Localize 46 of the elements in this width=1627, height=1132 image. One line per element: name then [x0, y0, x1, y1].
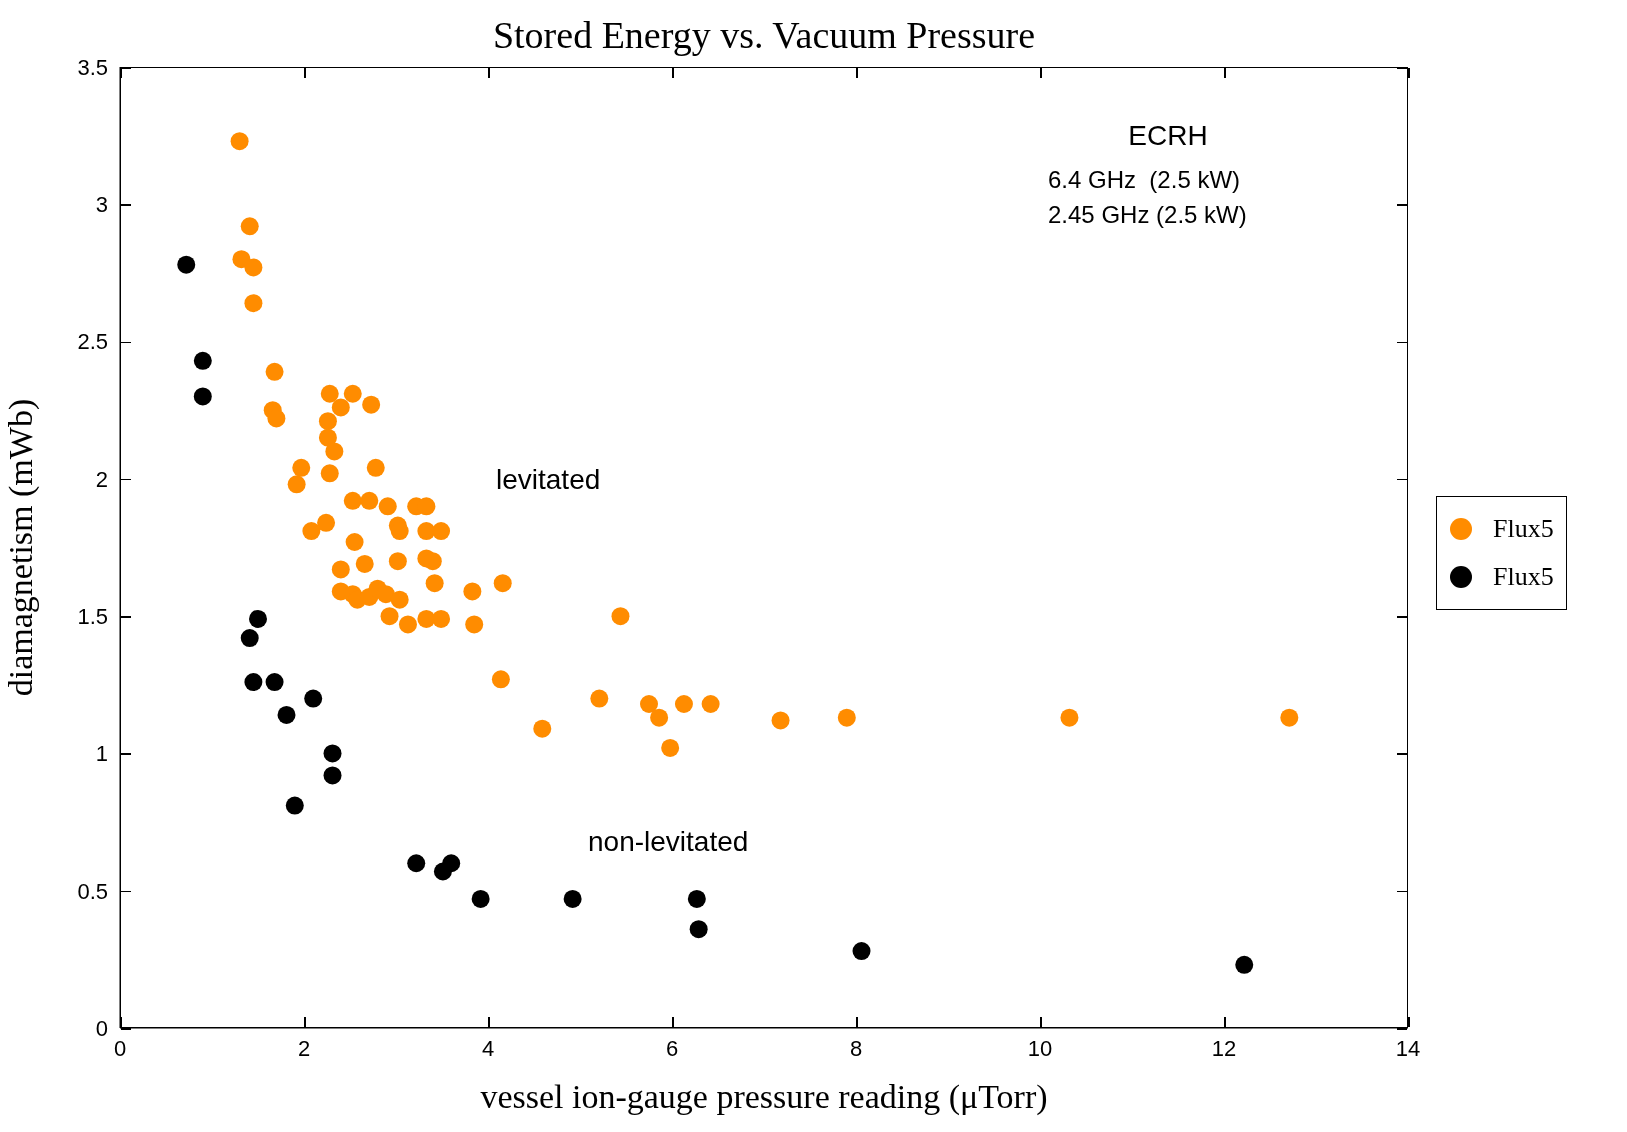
annotation: non-levitated: [588, 826, 749, 858]
point: [689, 920, 708, 939]
annotation: 2.45 GHz (2.5 kW): [1048, 201, 1247, 229]
y-tick-label: 3.5: [77, 54, 108, 80]
y-tick-label: 0: [95, 1015, 108, 1041]
point: [265, 673, 284, 692]
point: [442, 854, 461, 873]
point: [471, 889, 490, 908]
point: [1235, 955, 1254, 974]
point: [285, 796, 304, 815]
x-axis-title: vessel ion-gauge pressure reading (μTorr): [480, 1078, 1048, 1116]
point: [193, 387, 212, 406]
point: [304, 689, 323, 708]
point: [277, 705, 296, 724]
annotation: ECRH: [1127, 120, 1209, 152]
point: [177, 255, 196, 274]
y-tick-label: 0.5: [77, 878, 108, 904]
point: [852, 942, 871, 961]
x-tick-label: 0: [113, 1035, 127, 1061]
y-tick-label: 2.5: [77, 329, 108, 355]
x-tick-label: 8: [849, 1035, 863, 1061]
legend-label: Flux5: [1493, 561, 1554, 592]
y-axis-title: diamagnetism (mWb): [2, 398, 41, 697]
point: [240, 629, 259, 648]
point: [193, 351, 212, 370]
legend-label: Flux5: [1493, 513, 1554, 544]
point: [323, 766, 342, 785]
chart-title: Stored Energy vs. Vacuum Pressure: [492, 14, 1036, 56]
x-tick-label: 10: [1027, 1035, 1053, 1061]
x-tick-label: 14: [1395, 1035, 1421, 1061]
point: [249, 609, 267, 628]
y-tick-label: 1: [95, 741, 108, 767]
x-tick-label: 12: [1211, 1035, 1237, 1061]
annotation: 6.4 GHz (2.5 kW): [1048, 166, 1241, 194]
point: [244, 673, 263, 692]
x-tick-label: 6: [665, 1035, 679, 1061]
y-tick-label: 3: [95, 192, 108, 218]
x-tick-label: 4: [481, 1035, 495, 1061]
y-tick-label: 2: [95, 466, 108, 492]
y-tick-label: 1.5: [77, 603, 108, 629]
point: [687, 889, 706, 908]
annotation: levitated: [496, 464, 601, 496]
x-tick-label: 2: [297, 1035, 311, 1061]
point: [323, 744, 342, 763]
point: [563, 889, 582, 908]
point: [407, 854, 426, 873]
